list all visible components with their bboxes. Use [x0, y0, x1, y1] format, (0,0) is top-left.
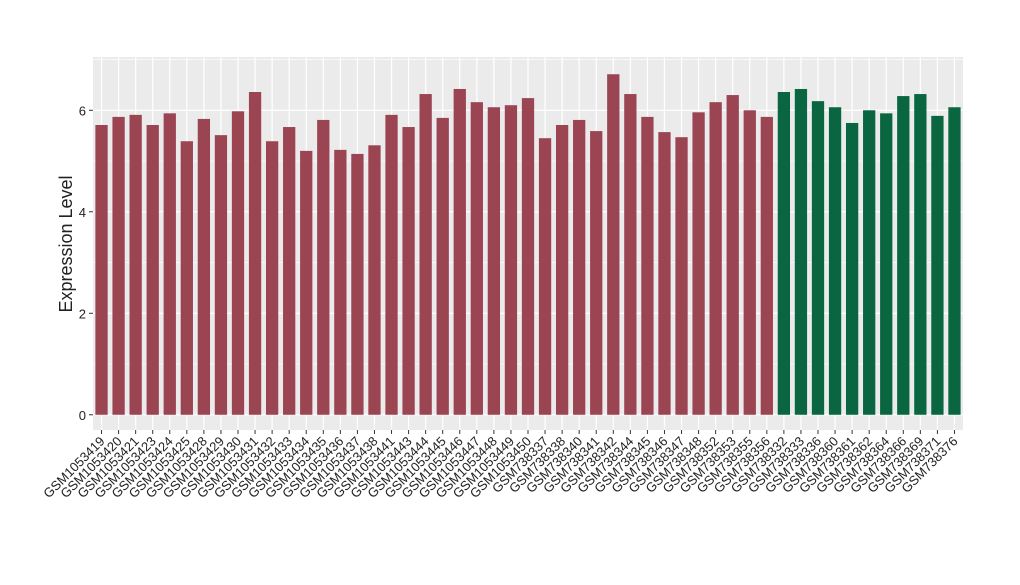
- bar: [590, 131, 603, 415]
- bar: [538, 138, 552, 415]
- bar: [231, 111, 245, 415]
- bar: [607, 74, 620, 415]
- y-tick-label: 6: [79, 103, 86, 118]
- bar: [794, 88, 808, 415]
- bar: [573, 119, 586, 415]
- bar: [914, 94, 927, 415]
- y-tick-label: 2: [79, 306, 86, 321]
- bar: [845, 122, 859, 415]
- bar: [334, 149, 347, 415]
- bar: [641, 116, 654, 415]
- y-axis-title: Expression Level: [56, 175, 76, 312]
- bar: [95, 125, 108, 415]
- bar: [248, 92, 262, 415]
- bar: [163, 113, 176, 415]
- bar: [283, 127, 296, 415]
- bar: [368, 145, 381, 415]
- bar: [811, 101, 825, 415]
- bar: [931, 115, 944, 415]
- bar: [419, 94, 432, 415]
- bar: [112, 116, 125, 415]
- bar: [726, 95, 739, 415]
- bar: [180, 141, 193, 415]
- bar: [470, 102, 483, 415]
- y-tick-label: 0: [79, 408, 86, 423]
- bar: [521, 98, 535, 415]
- bar: [743, 110, 756, 415]
- bar: [777, 92, 791, 415]
- bar: [487, 107, 501, 415]
- bar: [317, 119, 330, 415]
- bar: [828, 107, 842, 415]
- bar: [760, 116, 773, 415]
- bar: [453, 88, 466, 415]
- bar: [146, 125, 159, 415]
- bar: [948, 107, 961, 415]
- bar: [351, 153, 364, 415]
- bar: [624, 94, 637, 415]
- bar: [300, 150, 313, 415]
- y-tick-label: 4: [79, 205, 86, 220]
- bar: [214, 135, 228, 415]
- bar: [385, 114, 398, 415]
- bar: [129, 114, 142, 415]
- bar: [504, 105, 518, 415]
- bar: [863, 110, 876, 415]
- bar: [436, 117, 449, 415]
- bar: [197, 118, 211, 415]
- bar: [402, 127, 415, 415]
- bar: [555, 125, 569, 415]
- bar: [692, 112, 705, 415]
- bar: [897, 96, 910, 415]
- bar: [709, 102, 722, 415]
- bar: [675, 137, 688, 415]
- bar: [265, 141, 279, 415]
- bar: [658, 132, 671, 415]
- bar: [880, 113, 893, 415]
